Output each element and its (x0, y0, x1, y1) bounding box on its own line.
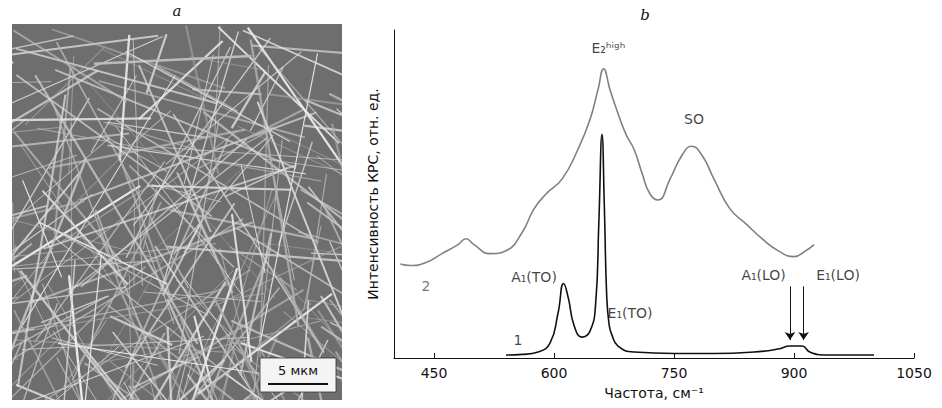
svg-text:A₁(LO): A₁(LO) (741, 267, 785, 283)
svg-text:Интенсивность КРС, отн. ед.: Интенсивность КРС, отн. ед. (365, 88, 381, 299)
svg-text:1: 1 (514, 332, 523, 348)
svg-text:600: 600 (541, 365, 568, 381)
svg-text:b: b (640, 6, 650, 24)
svg-text:E₂ʰⁱᵍʰ: E₂ʰⁱᵍʰ (591, 40, 625, 56)
svg-text:900: 900 (781, 365, 808, 381)
svg-text:Частота, см⁻¹: Частота, см⁻¹ (604, 385, 704, 401)
svg-text:A₁(TO): A₁(TO) (511, 269, 557, 285)
svg-text:5 мкм: 5 мкм (278, 363, 318, 378)
svg-text:E₁(LO): E₁(LO) (816, 267, 860, 283)
svg-text:1050: 1050 (896, 365, 932, 381)
html-text:a: a (172, 2, 182, 20)
svg-text:E₁(TO): E₁(TO) (608, 305, 653, 321)
svg-text:2: 2 (422, 278, 431, 294)
svg-text:SO: SO (684, 111, 704, 127)
svg-text:750: 750 (661, 365, 688, 381)
svg-text:450: 450 (421, 365, 448, 381)
